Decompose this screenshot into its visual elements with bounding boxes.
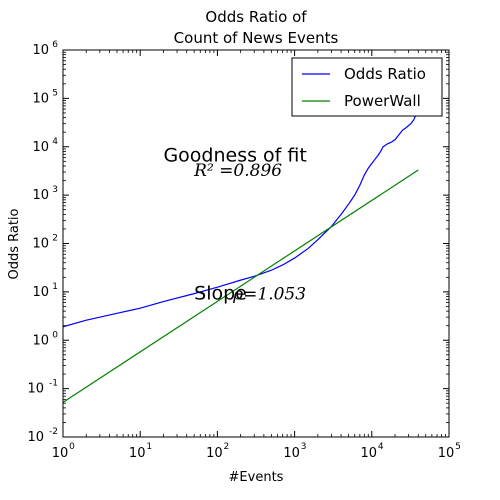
x-tick-label-exponent: 4 [378, 442, 384, 452]
chart-title-line-2: Count of News Events [174, 29, 339, 47]
legend-label-powerwall: PowerWall [344, 92, 421, 110]
x-tick-label-exponent: 0 [69, 442, 75, 452]
legend: Odds Ratio PowerWall [291, 57, 443, 117]
y-tick-label-exponent: -1 [49, 379, 58, 389]
y-axis-label: Odds Ratio [7, 208, 22, 279]
y-tick-label-exponent: 2 [52, 234, 58, 244]
x-tick-label: 10 [206, 446, 223, 461]
x-axis-label: #Events [229, 470, 284, 485]
y-tick-label-exponent: 6 [52, 40, 58, 50]
y-tick-label-exponent: -2 [49, 427, 58, 437]
axis-ticks: 10 0 10 1 10 2 10 3 10 4 10 510 -210 -110 010 110 210 310… [27, 40, 460, 461]
y-tick-label: 10 [27, 382, 44, 397]
annotation-r2: R² =0.896 [193, 161, 282, 181]
annotation-rho: ρ=1.053 [232, 284, 306, 304]
legend-box [291, 57, 443, 117]
y-tick-label: 10 [32, 285, 49, 300]
series-line-powerwall [63, 169, 419, 403]
y-tick-label-exponent: 5 [52, 88, 58, 98]
y-tick-label: 10 [27, 430, 44, 445]
y-tick-label-exponent: 3 [52, 185, 58, 195]
y-tick-label: 10 [32, 188, 49, 203]
y-tick-label-exponent: 1 [52, 282, 58, 292]
series-line-odds-ratio [63, 105, 419, 328]
x-tick-label-exponent: 1 [146, 442, 152, 452]
y-tick-label-exponent: 0 [52, 330, 58, 340]
x-tick-label: 10 [129, 446, 146, 461]
y-tick-label: 10 [32, 43, 49, 58]
x-tick-label: 10 [52, 446, 69, 461]
y-tick-label: 10 [32, 333, 49, 348]
y-tick-label: 10 [32, 140, 49, 155]
x-tick-label: 10 [438, 446, 455, 461]
y-tick-label-exponent: 4 [52, 137, 58, 147]
y-tick-label: 10 [32, 237, 49, 252]
x-tick-label-exponent: 2 [224, 442, 230, 452]
legend-label-odds-ratio: Odds Ratio [344, 65, 426, 83]
x-tick-label: 10 [361, 446, 378, 461]
x-tick-label: 10 [283, 446, 300, 461]
chart-title-line-1: Odds Ratio of [205, 8, 307, 26]
x-tick-label-exponent: 5 [455, 442, 461, 452]
annotation-slope: Slope [194, 282, 247, 304]
series-group [63, 105, 419, 403]
annotation-fit-title: Goodness of fit [163, 144, 306, 166]
y-tick-label: 10 [32, 91, 49, 106]
x-tick-label-exponent: 3 [301, 442, 307, 452]
